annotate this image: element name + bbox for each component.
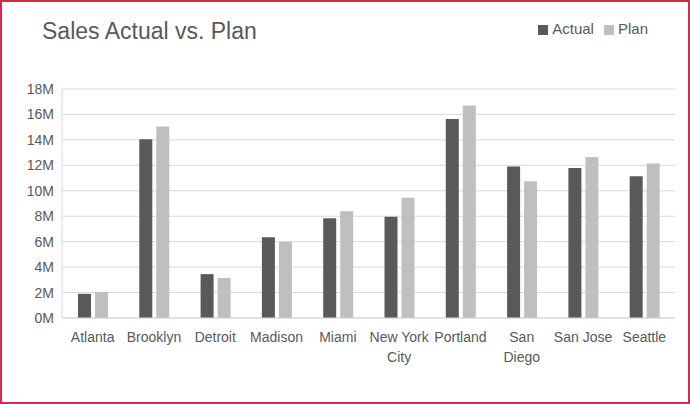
svg-text:10M: 10M	[27, 183, 54, 199]
svg-text:Detroit: Detroit	[195, 329, 236, 345]
svg-text:New YorkCity: New YorkCity	[370, 329, 430, 365]
svg-text:0M: 0M	[35, 310, 54, 326]
svg-text:2M: 2M	[35, 285, 54, 301]
svg-text:Seattle: Seattle	[623, 329, 667, 345]
html-text:Plan: Plan	[618, 20, 648, 37]
svg-text:4M: 4M	[35, 259, 54, 275]
svg-text:Miami: Miami	[319, 329, 356, 345]
svg-text:12M: 12M	[27, 157, 54, 173]
svg-text:Madison: Madison	[250, 329, 303, 345]
html-text:Actual: Actual	[552, 20, 594, 37]
svg-text:San Jose: San Jose	[554, 329, 613, 345]
svg-text:18M: 18M	[27, 81, 54, 97]
svg-text:Portland: Portland	[434, 329, 486, 345]
svg-text:Atlanta: Atlanta	[71, 329, 115, 345]
html-text:Sales Actual vs. Plan: Sales Actual vs. Plan	[42, 18, 257, 44]
svg-text:SanDiego: SanDiego	[503, 329, 540, 365]
svg-text:14M: 14M	[27, 132, 54, 148]
svg-text:6M: 6M	[35, 234, 54, 250]
svg-text:Brooklyn: Brooklyn	[127, 329, 181, 345]
svg-text:16M: 16M	[27, 106, 54, 122]
svg-text:8M: 8M	[35, 208, 54, 224]
